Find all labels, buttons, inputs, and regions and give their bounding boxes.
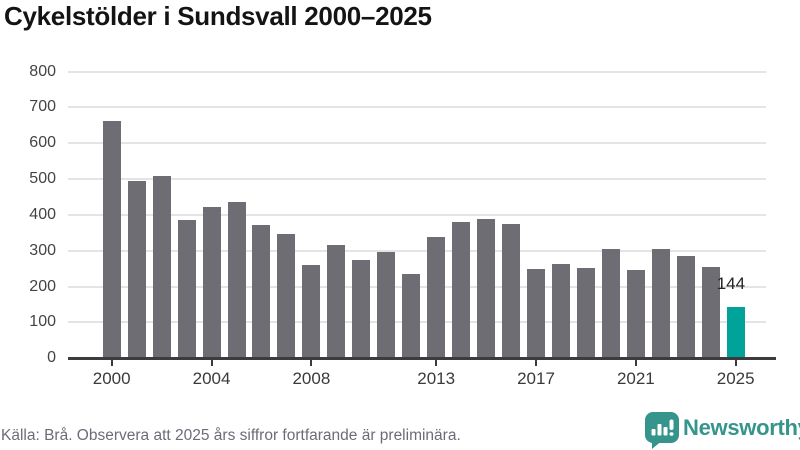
y-tick-label: 600: [29, 134, 56, 152]
gridline-800: [68, 70, 766, 73]
x-tick-2008: [310, 359, 313, 367]
bar-2017: [527, 268, 546, 359]
y-tick-label: 700: [29, 98, 56, 116]
x-tick-label: 2000: [92, 369, 131, 388]
x-tick-2000: [110, 359, 113, 367]
bar-2012: [402, 273, 421, 359]
x-tick-label: 2008: [292, 369, 331, 388]
y-tick-label: 100: [29, 313, 56, 331]
y-tick-label: 200: [29, 277, 56, 295]
x-tick-label: 2017: [517, 369, 555, 388]
gridline-500: [68, 178, 766, 181]
bar-2016: [502, 224, 521, 359]
gridline-700: [68, 106, 766, 109]
y-tick-label: 400: [29, 205, 56, 223]
x-tick-label: 2004: [192, 369, 231, 388]
x-tick-label: 2013: [417, 369, 456, 388]
highlight-value-label: 144: [716, 273, 746, 293]
bar-2005: [227, 201, 246, 359]
bar-2024: [701, 266, 720, 359]
bar-2014: [452, 221, 471, 359]
bar-2021: [626, 270, 645, 359]
bar-2000: [102, 121, 121, 359]
chart-title: Cykelstölder i Sundsvall 2000–2025: [4, 1, 432, 31]
y-tick-label: 300: [29, 241, 56, 259]
bar-2025: [726, 306, 745, 359]
bar-2002: [152, 175, 171, 359]
bar-2013: [427, 236, 446, 359]
newsworthy-chart-bubble-icon: [645, 412, 679, 449]
bar-2011: [377, 251, 396, 359]
bar-2018: [551, 264, 570, 359]
x-tick-2021: [634, 359, 637, 367]
newsworthy-logo: Newsworthy: [645, 412, 800, 449]
x-tick-2017: [535, 359, 538, 367]
source-note: Källa: Brå. Observera att 2025 års siffr…: [1, 427, 461, 444]
gridline-300: [68, 249, 766, 252]
bar-2010: [352, 260, 371, 359]
bar-2023: [676, 255, 695, 359]
x-tick-2004: [210, 359, 213, 367]
bar-2019: [576, 267, 595, 359]
y-tick-label: 500: [29, 170, 56, 188]
bar-2015: [477, 218, 496, 359]
bar-2022: [651, 249, 670, 359]
gridline-400: [68, 213, 766, 216]
bar-2004: [202, 206, 221, 359]
bar-2020: [601, 248, 620, 359]
newsworthy-wordmark: Newsworthy: [683, 415, 800, 440]
bar-2008: [302, 264, 321, 359]
x-tick-2013: [435, 359, 438, 367]
bar-2006: [252, 224, 271, 359]
y-tick-label: 800: [29, 62, 56, 80]
y-tick-label: 0: [47, 349, 56, 367]
gridline-600: [68, 142, 766, 145]
x-axis-line: [68, 356, 776, 360]
x-tick-label: 2025: [716, 369, 755, 388]
x-tick-2025: [734, 359, 737, 367]
bar-2007: [277, 233, 296, 359]
bar-2003: [177, 219, 196, 359]
bar-2009: [327, 244, 346, 359]
bar-2001: [127, 180, 146, 359]
x-tick-label: 2021: [616, 369, 655, 388]
